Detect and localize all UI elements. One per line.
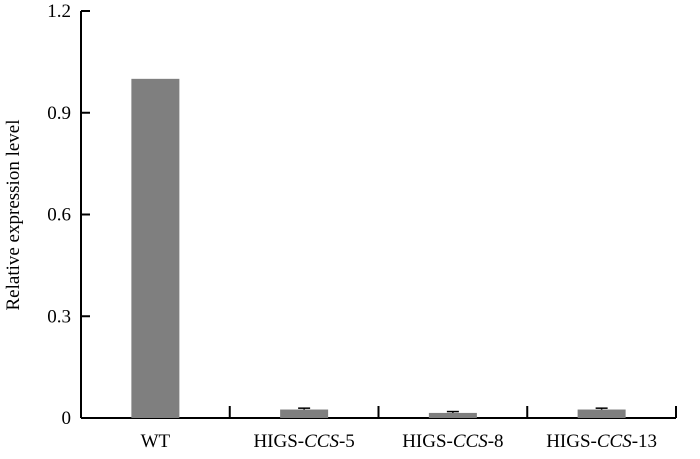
bar bbox=[131, 78, 180, 418]
x-tick-label: HIGS-CCS-13 bbox=[546, 431, 657, 452]
error-bars bbox=[298, 407, 608, 413]
y-axis: 0 0.3 0.6 0.9 1.2 bbox=[47, 1, 90, 429]
bar bbox=[428, 412, 477, 418]
bar bbox=[577, 409, 626, 418]
y-tick-label: 1.2 bbox=[47, 1, 71, 22]
y-tick-label: 0.9 bbox=[47, 103, 71, 124]
x-tick-label: WT bbox=[141, 431, 171, 452]
y-tick-label: 0.3 bbox=[47, 306, 71, 327]
y-tick-label: 0 bbox=[62, 408, 72, 429]
y-tick-label: 0.6 bbox=[47, 205, 71, 226]
x-axis: WT HIGS-CCS-5 HIGS-CCS-8 HIGS-CCS-13 bbox=[81, 406, 677, 452]
bars bbox=[131, 78, 626, 418]
y-axis-label: Relative expression level bbox=[3, 120, 24, 311]
bar bbox=[280, 409, 329, 418]
x-tick-label: HIGS-CCS-5 bbox=[253, 431, 354, 452]
x-tick-label: HIGS-CCS-8 bbox=[402, 431, 503, 452]
